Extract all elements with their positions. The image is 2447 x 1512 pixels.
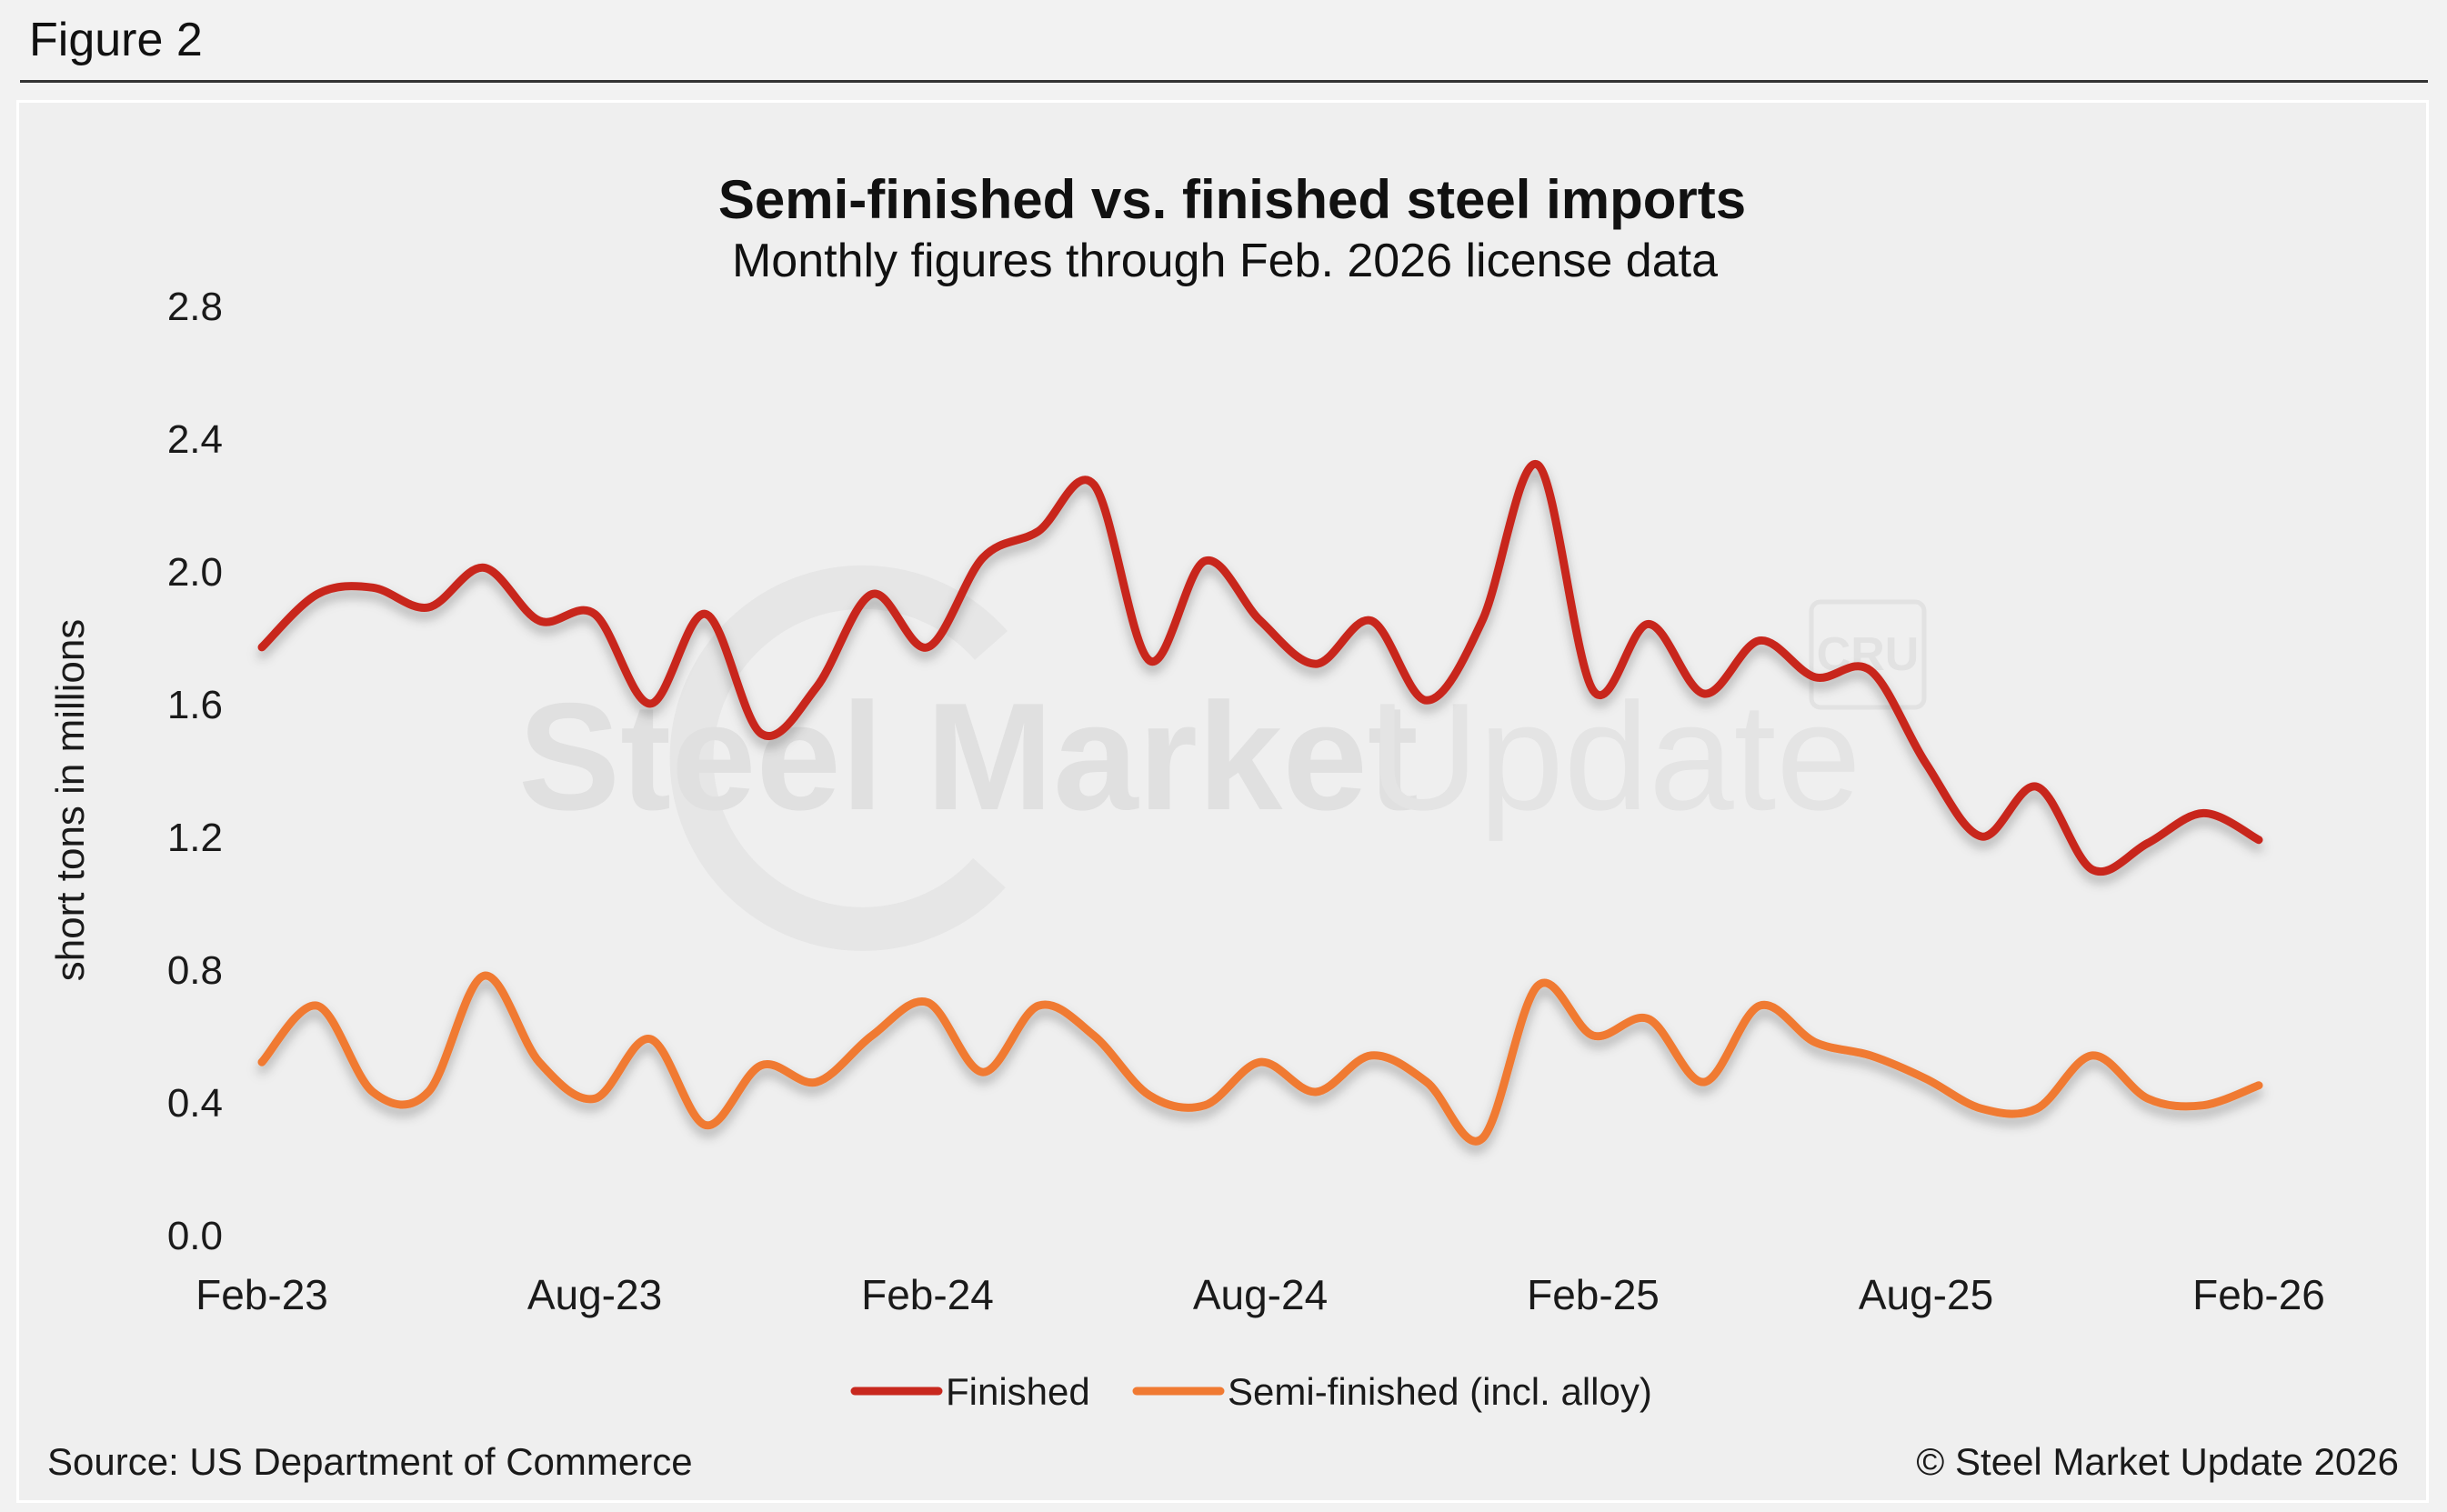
x-tick-label: Aug-25	[1859, 1271, 1993, 1318]
chart-title: Semi-finished vs. finished steel imports	[718, 169, 1746, 230]
legend-label-semi: Semi-finished (incl. alloy)	[1228, 1370, 1652, 1413]
figure-label: Figure 2	[29, 14, 203, 66]
legend: Finished Semi-finished (incl. alloy)	[850, 1370, 1652, 1413]
legend-label-finished: Finished	[946, 1370, 1090, 1413]
y-axis-label: short tons in millions	[48, 619, 93, 982]
series-line-finished	[257, 460, 2263, 876]
y-ticks: 0.0 0.4 0.8 1.2 1.6 2.0 2.4 2.8	[167, 285, 223, 1258]
watermark-badge	[1809, 599, 1927, 710]
watermark-text-bold: Steel Market	[518, 671, 1419, 842]
watermark-ring	[669, 565, 1008, 951]
x-tick-label: Feb-25	[1527, 1271, 1660, 1318]
y-tick-label: 2.8	[167, 285, 223, 329]
x-tick-label: Feb-26	[2192, 1271, 2325, 1318]
chart-panel	[16, 100, 2429, 1503]
y-tick-label: 1.6	[167, 683, 223, 727]
copyright-note: © Steel Market Update 2026	[1916, 1440, 2399, 1483]
series-line-semi-finished	[257, 971, 2263, 1146]
figure-rule	[20, 80, 2428, 83]
watermark: Steel Market Update CRU	[518, 565, 1927, 951]
x-ticks: Feb-23 Aug-23 Feb-24 Aug-24 Feb-25 Aug-25 Feb-…	[196, 1271, 2325, 1318]
x-tick-label: Feb-24	[861, 1271, 994, 1318]
y-tick-label: 1.2	[167, 816, 223, 860]
source-note: Source: US Department of Commerce	[47, 1440, 693, 1483]
y-tick-label: 0.8	[167, 948, 223, 993]
x-tick-label: Aug-24	[1193, 1271, 1328, 1318]
x-tick-label: Aug-23	[527, 1271, 662, 1318]
y-tick-label: 2.4	[167, 417, 223, 462]
y-tick-label: 2.0	[167, 550, 223, 595]
chart-subtitle: Monthly figures through Feb. 2026 licens…	[732, 235, 1718, 287]
series-layer	[257, 460, 2263, 1146]
x-tick-label: Feb-23	[196, 1271, 328, 1318]
watermark-text-light: Update	[1369, 671, 1861, 842]
y-tick-label: 0.4	[167, 1081, 223, 1126]
y-tick-label: 0.0	[167, 1214, 223, 1258]
